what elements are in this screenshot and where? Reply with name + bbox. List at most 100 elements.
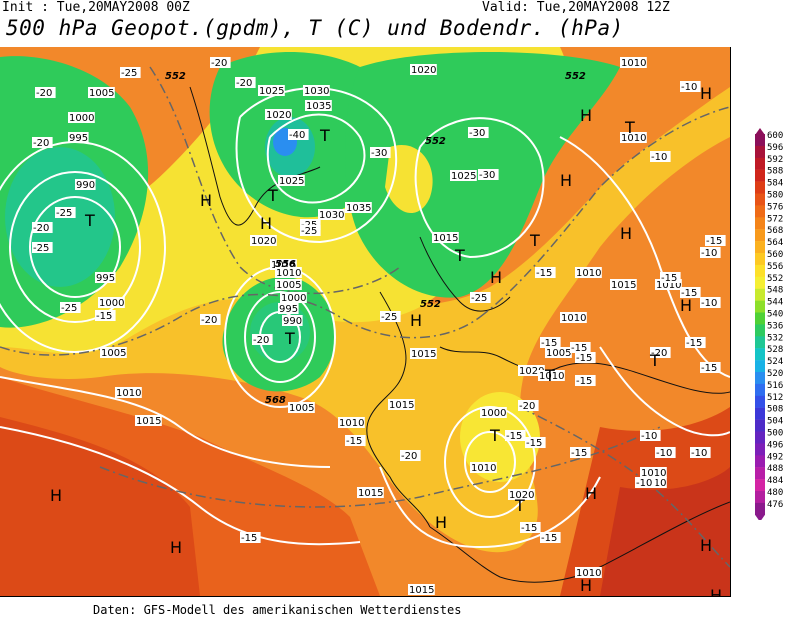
- temperature-label: -25: [61, 303, 77, 314]
- legend-swatch: [755, 312, 765, 325]
- temperature-label-box: [540, 532, 561, 543]
- isobar-label: 995: [96, 273, 115, 284]
- legend-swatch: [755, 241, 765, 254]
- temperature-label: -20: [201, 315, 217, 326]
- isobar-label-box: [410, 64, 437, 75]
- temperature-label-box: [55, 207, 76, 218]
- temperature-label-box: [685, 337, 706, 348]
- temperature-label: -30: [469, 128, 485, 139]
- low-pressure-marker: T: [319, 126, 330, 145]
- isobar-label: 1015: [611, 280, 636, 291]
- legend-swatch: [755, 395, 765, 408]
- legend-level-label: 592: [767, 155, 783, 165]
- legend-swatch: [755, 205, 765, 218]
- temperature-label: -20: [236, 78, 252, 89]
- temperature-label: -15: [541, 338, 557, 349]
- legend-level-label: 544: [767, 298, 783, 308]
- geopotential-label: 552: [165, 71, 186, 82]
- temperature-label: -20: [401, 451, 417, 462]
- temperature-label: -20: [253, 335, 269, 346]
- temperature-label-box: [400, 450, 421, 461]
- isobar-label: 1030: [319, 210, 344, 221]
- isobar-label: 1000: [481, 408, 506, 419]
- legend-level-label: 540: [767, 310, 783, 320]
- temperature-label-box: [32, 137, 53, 148]
- temperature-label-box: [300, 219, 321, 230]
- temperature-label-box: [655, 447, 676, 458]
- high-pressure-marker: H: [580, 576, 592, 595]
- temperature-label: -20: [651, 348, 667, 359]
- temperature-label: -15: [96, 311, 112, 322]
- temperature-label: -10: [636, 478, 652, 489]
- temperature-label-box: [660, 272, 681, 283]
- legend-level-label: 568: [767, 226, 783, 236]
- isobar-label-box: [450, 170, 477, 181]
- isobar-label-box: [135, 415, 162, 426]
- coastlines: [189, 86, 730, 583]
- geopotential-label: 552: [420, 299, 441, 310]
- temperature-label-box: [235, 77, 256, 88]
- legend-bars: [755, 128, 765, 520]
- temperature-label-box: [690, 447, 711, 458]
- low-pressure-marker: T: [514, 496, 525, 515]
- isobar-label-box: [410, 348, 437, 359]
- legend-level-label: 596: [767, 143, 783, 153]
- isobar-label: 1015: [271, 260, 296, 271]
- isobar-label-box: [388, 399, 415, 410]
- isobar-label-box: [278, 303, 299, 314]
- isobar-label: 1025: [279, 176, 304, 187]
- isobar-label-box: [88, 87, 115, 98]
- low-pressure-marker: T: [454, 246, 465, 265]
- legend-level-label: 520: [767, 369, 783, 379]
- temperature-label: -15: [541, 533, 557, 544]
- temperature-label-box: [650, 347, 671, 358]
- isobar-label-box: [115, 387, 142, 398]
- legend-level-label: 492: [767, 452, 783, 462]
- high-pressure-marker: H: [700, 84, 712, 103]
- legend-swatch: [755, 229, 765, 242]
- legend-swatch: [755, 193, 765, 206]
- isobar-label-box: [560, 312, 587, 323]
- isobar-label: 1010: [641, 468, 666, 479]
- legend-swatch: [755, 336, 765, 349]
- high-pressure-marker: H: [710, 586, 722, 597]
- temperature-label-box: [640, 430, 661, 441]
- temperature-label: -20: [36, 88, 52, 99]
- legend-level-label: 480: [767, 488, 783, 498]
- isobar-label-box: [100, 347, 127, 358]
- isobar-label: 995: [279, 304, 298, 315]
- legend-swatch: [755, 276, 765, 289]
- high-pressure-marker: H: [170, 538, 182, 557]
- legend-swatch: [755, 300, 765, 313]
- temperature-label: -20: [519, 401, 535, 412]
- legend-level-label: 504: [767, 417, 783, 427]
- temperature-label: -25: [56, 208, 72, 219]
- high-pressure-marker: H: [620, 224, 632, 243]
- isobar-label: 1000: [69, 113, 94, 124]
- temperature-label-box: [700, 362, 721, 373]
- low-pressure-marker: T: [284, 329, 295, 348]
- chart-title: 500 hPa Geopot.(gpdm), T (C) und Bodendr…: [6, 16, 624, 40]
- temperature-label: -15: [661, 273, 677, 284]
- isobar-label: 1020: [411, 65, 436, 76]
- legend-swatch: [755, 467, 765, 480]
- legend-level-label: 548: [767, 286, 783, 296]
- data-source-footer: Daten: GFS-Modell des amerikanischen Wet…: [93, 603, 462, 617]
- isobar-label-box: [545, 347, 572, 358]
- legend-level-label: 588: [767, 167, 783, 177]
- isobar-label-box: [620, 57, 647, 68]
- isobar-label: 1010: [276, 268, 301, 279]
- temperature-label: -40: [289, 130, 305, 141]
- isobar-label: 1000: [99, 298, 124, 309]
- low-pressure-marker: T: [649, 351, 660, 370]
- isobar-label-box: [280, 292, 307, 303]
- temperature-label-box: [240, 532, 261, 543]
- temperature-label-box: [575, 352, 596, 363]
- map-labels-group: 1005100099599099510001005101010151020102…: [32, 57, 726, 597]
- geopotential-label: 556: [275, 259, 296, 270]
- isobar-label: 1010: [621, 133, 646, 144]
- legend-swatch: [755, 360, 765, 373]
- temperature-label-box: [680, 287, 701, 298]
- isobar-label-box: [265, 109, 292, 120]
- high-pressure-marker: H: [585, 484, 597, 503]
